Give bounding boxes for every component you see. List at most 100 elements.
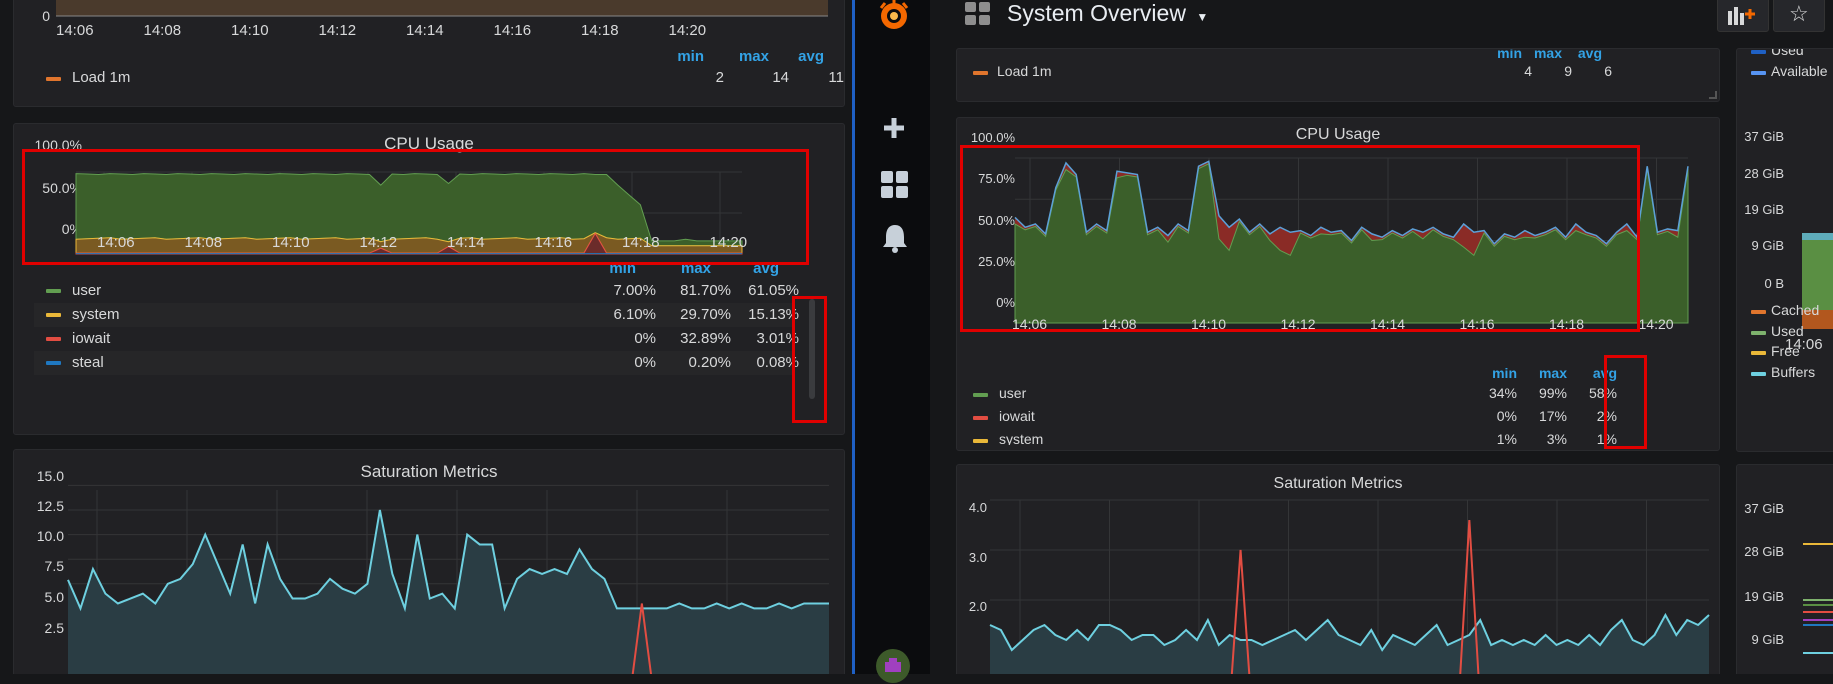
dashboard-title[interactable]: System Overview ▼ (1007, 0, 1208, 27)
panel-title[interactable]: Saturation Metrics (1273, 475, 1403, 492)
legend-series-name: user (72, 282, 102, 299)
add-panel-icon (1728, 7, 1755, 25)
x-tick: 14:10 (272, 234, 310, 251)
legend-header-min[interactable]: min (609, 260, 636, 277)
y-tick: 37 GiB (1744, 129, 1784, 144)
panel-title[interactable]: CPU Usage (1295, 126, 1381, 143)
legend-header-min[interactable]: min (677, 48, 704, 65)
y-tick: 25.0% (978, 254, 1015, 269)
series-spike-2 (1459, 519, 1480, 674)
saturation-graph-left[interactable] (14, 480, 844, 674)
x-tick: 14:06 (1012, 316, 1048, 332)
y-tick: 28 GiB (1744, 544, 1784, 559)
legend-swatch (46, 313, 61, 317)
y-tick: 0 B (1764, 276, 1784, 291)
plus-icon[interactable] (882, 116, 906, 140)
series-line (67, 509, 829, 613)
legend-series-name: Used (1771, 322, 1804, 339)
legend-max-value: 3% (1546, 431, 1567, 445)
legend-header-avg[interactable]: avg (1592, 365, 1617, 381)
x-tick: 14:18 (581, 22, 619, 39)
legend-series-name: Cached (1771, 302, 1820, 318)
cpu-usage-graph-left[interactable] (14, 154, 844, 274)
y-tick: 100.0% (34, 137, 82, 153)
legend-avg-value: 58% (1588, 385, 1617, 401)
legend-scrollbar[interactable] (809, 299, 815, 399)
legend-avg-value: 6 (1604, 63, 1612, 79)
legend-series-name: iowait (999, 408, 1035, 424)
legend-header-avg[interactable]: avg (753, 260, 779, 277)
panel-title[interactable]: Saturation Metrics (360, 462, 498, 481)
star-icon: ☆ (1789, 1, 1809, 26)
legend-item-user[interactable]: user 34% 99% 58% (967, 383, 1707, 406)
legend-item-used[interactable]: Used (1747, 322, 1833, 342)
legend-item-system[interactable]: system 1% 3% 1% (967, 429, 1707, 445)
x-tick: 14:06 (1785, 336, 1823, 353)
legend-item-iowait[interactable]: iowait 0% 32.89% 3.01% (34, 327, 799, 351)
legend-header-max[interactable]: max (680, 260, 711, 277)
legend-item-steal[interactable]: steal 0% 0.20% 0.08% (34, 351, 799, 375)
panel-title[interactable]: CPU Usage (384, 134, 474, 153)
memory-graph-top[interactable] (1737, 149, 1833, 329)
legend-header-min[interactable]: min (1492, 365, 1517, 381)
cpu-usage-graph-right[interactable] (957, 148, 1719, 328)
legend-item-available[interactable]: Available (1747, 62, 1833, 82)
legend-item-free[interactable]: Free (1747, 342, 1833, 362)
user-avatar-icon[interactable] (875, 648, 911, 684)
y-tick: 0% (996, 295, 1015, 310)
legend-item-load-1m[interactable]: Load 1m 4 9 6 (967, 61, 1707, 83)
legend-avg-value: 11 (828, 69, 844, 86)
resize-handle-icon[interactable] (1709, 91, 1717, 99)
legend-series-name: steal (72, 354, 104, 371)
legend-item-iowait[interactable]: iowait 0% 17% 2% (967, 406, 1707, 429)
memory-graph-bottom[interactable] (1737, 465, 1833, 674)
legend-item-user[interactable]: user 7.00% 81.70% 61.05% (34, 279, 799, 303)
legend-item-buffers[interactable]: Buffers (1747, 363, 1833, 383)
y-tick: 10.0 (36, 528, 64, 544)
saturation-panel-left: Saturation Metrics 15.0 12.5 10.0 7.5 5.0 2.5 (13, 449, 845, 674)
legend-swatch (1751, 371, 1766, 376)
legend-item-load-1m[interactable]: Load 1m 2 14 11 (34, 66, 844, 91)
dashboards-icon[interactable] (880, 170, 910, 200)
legend-swatch (973, 416, 988, 420)
legend-min-value: 6.10% (613, 306, 656, 323)
y-tick: 3.0 (968, 550, 987, 565)
legend-header-avg[interactable]: avg (798, 48, 824, 65)
legend-header-avg[interactable]: avg (1577, 48, 1602, 61)
dashboard-grid-icon[interactable] (965, 2, 991, 26)
legend-header-max[interactable]: max (738, 48, 769, 65)
right-dashboard-pane: System Overview ▼ ☆ min max avg Load 1m 4 9 6… (930, 0, 1833, 674)
legend-item-used[interactable]: Used (1747, 49, 1833, 61)
star-button[interactable]: ☆ (1773, 0, 1825, 32)
y-tick: 2.0 (968, 599, 987, 614)
series-line (989, 612, 1710, 652)
legend: user 34% 99% 58% iowait 0% 17% 2% system 1% 3% 1% (957, 383, 1719, 445)
legend-swatch (1751, 71, 1766, 75)
x-tick: 14:20 (1638, 316, 1674, 332)
y-tick: 9 GiB (1751, 238, 1784, 253)
legend-min-value: 2 (715, 69, 724, 86)
legend-swatch (46, 289, 61, 293)
x-tick: 14:18 (622, 234, 660, 251)
legend-header-min[interactable]: min (1497, 48, 1522, 61)
x-tick: 14:08 (184, 234, 223, 251)
legend-header-max[interactable]: max (1533, 48, 1562, 61)
legend-series-name: Available (1771, 63, 1828, 79)
legend-header-max[interactable]: max (1538, 365, 1567, 381)
memory-panel-bottom: 37 GiB 28 GiB 19 GiB 9 GiB (1736, 464, 1833, 674)
legend-series-name: user (999, 385, 1027, 401)
x-tick: 14:10 (1191, 316, 1227, 332)
legend-max-value: 9 (1564, 63, 1572, 79)
bell-icon[interactable] (882, 223, 908, 253)
y-tick: 9 GiB (1751, 632, 1784, 647)
legend-avg-value: 15.13% (748, 306, 799, 323)
x-tick: 14:14 (447, 234, 485, 251)
legend-item-cached[interactable]: Cached (1747, 301, 1833, 321)
pane-divider[interactable] (852, 0, 855, 674)
y-tick: 7.5 (44, 558, 64, 574)
grafana-logo-icon[interactable] (876, 0, 912, 34)
add-panel-button[interactable] (1717, 0, 1769, 32)
saturation-graph-right[interactable] (957, 495, 1719, 674)
y-tick: 75.0% (978, 171, 1015, 186)
legend-item-system[interactable]: system 6.10% 29.70% 15.13% (34, 303, 799, 327)
